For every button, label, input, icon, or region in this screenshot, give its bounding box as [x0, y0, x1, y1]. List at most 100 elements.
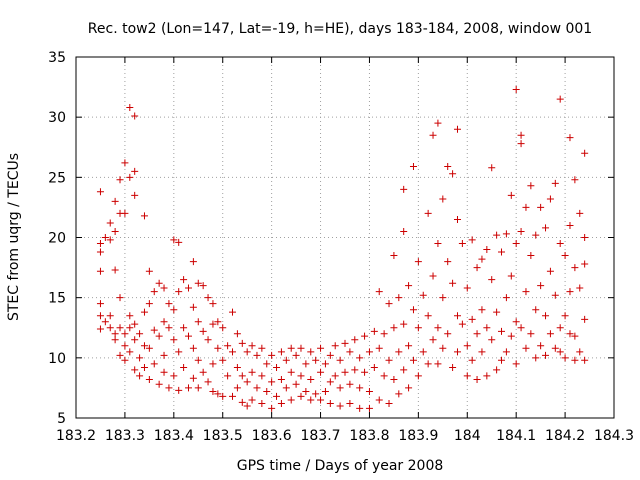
y-tick-label: 10	[48, 351, 66, 367]
data-point	[424, 312, 432, 320]
data-point	[136, 330, 144, 338]
data-point	[116, 176, 124, 184]
data-point	[390, 252, 398, 260]
data-point	[121, 159, 129, 167]
data-point	[385, 356, 393, 364]
data-point	[458, 320, 466, 328]
data-point	[273, 392, 281, 400]
x-axis-ticks: 183.2 183.3 183.4 183.5 183.6 183.7 183.8 183.9…	[56, 57, 634, 444]
data-point	[444, 330, 452, 338]
data-point	[116, 324, 124, 332]
data-point	[449, 279, 457, 287]
data-point	[248, 396, 256, 404]
data-point	[473, 330, 481, 338]
data-point	[517, 131, 525, 139]
data-point	[145, 300, 153, 308]
data-point	[453, 348, 461, 356]
data-point	[356, 354, 364, 362]
data-point	[258, 372, 266, 380]
data-point	[517, 227, 525, 235]
data-point	[155, 380, 163, 388]
data-point	[405, 384, 413, 392]
data-point	[116, 351, 124, 359]
data-point	[199, 327, 207, 335]
data-point	[268, 404, 276, 412]
data-point	[424, 360, 432, 368]
data-points	[96, 85, 589, 412]
data-point	[444, 258, 452, 266]
data-point	[287, 368, 295, 376]
data-point	[453, 125, 461, 133]
data-point	[253, 384, 261, 392]
data-point	[297, 392, 305, 400]
data-point	[478, 255, 486, 263]
data-point	[380, 330, 388, 338]
data-point	[346, 400, 354, 408]
data-point	[429, 272, 437, 280]
data-point	[106, 236, 114, 244]
x-tick-label: 183.9	[398, 428, 438, 444]
data-point	[111, 227, 119, 235]
data-point	[243, 348, 251, 356]
data-point	[126, 324, 134, 332]
data-point	[463, 284, 471, 292]
data-point	[414, 324, 422, 332]
data-point	[126, 173, 134, 181]
x-tick-label: 183.4	[154, 428, 194, 444]
data-point	[243, 402, 251, 410]
data-point	[189, 258, 197, 266]
data-point	[248, 368, 256, 376]
x-tick-label: 184.2	[545, 428, 585, 444]
data-point	[160, 351, 168, 359]
data-point	[126, 104, 134, 112]
data-point	[537, 282, 545, 290]
data-point	[101, 234, 109, 241]
data-point	[331, 372, 339, 380]
data-point	[356, 384, 364, 392]
data-point	[96, 312, 104, 320]
data-point	[532, 306, 540, 314]
data-point	[155, 279, 163, 287]
data-point	[473, 264, 481, 272]
data-point	[537, 203, 545, 211]
data-point	[111, 197, 119, 205]
data-point	[498, 327, 506, 335]
data-point	[136, 354, 144, 362]
data-point	[194, 356, 202, 364]
data-point	[331, 342, 339, 350]
data-point	[131, 191, 139, 199]
data-point	[155, 332, 163, 340]
data-point	[483, 372, 491, 380]
x-tick-label: 184.1	[496, 428, 536, 444]
data-point	[390, 375, 398, 383]
data-point	[522, 203, 530, 211]
data-point	[189, 374, 197, 382]
data-point	[326, 378, 334, 386]
data-point	[561, 354, 569, 362]
data-point	[414, 372, 422, 380]
data-point	[204, 294, 212, 302]
x-tick-label: 183.8	[349, 428, 389, 444]
data-point	[116, 294, 124, 302]
data-point	[150, 360, 158, 368]
data-point	[414, 258, 422, 266]
x-tick-label: 183.2	[56, 428, 96, 444]
data-point	[248, 342, 256, 350]
data-point	[361, 332, 369, 340]
data-point	[268, 351, 276, 359]
data-point	[390, 324, 398, 332]
data-point	[194, 384, 202, 392]
x-tick-label: 183.7	[300, 428, 340, 444]
data-point	[297, 344, 305, 352]
data-point	[326, 351, 334, 359]
data-point	[566, 288, 574, 296]
data-point	[106, 312, 114, 320]
data-point	[317, 344, 325, 352]
data-point	[175, 288, 183, 296]
data-point	[277, 348, 285, 356]
data-point	[453, 215, 461, 223]
data-point	[194, 318, 202, 326]
data-point	[512, 85, 520, 93]
data-point	[444, 163, 452, 171]
data-point	[121, 342, 129, 350]
